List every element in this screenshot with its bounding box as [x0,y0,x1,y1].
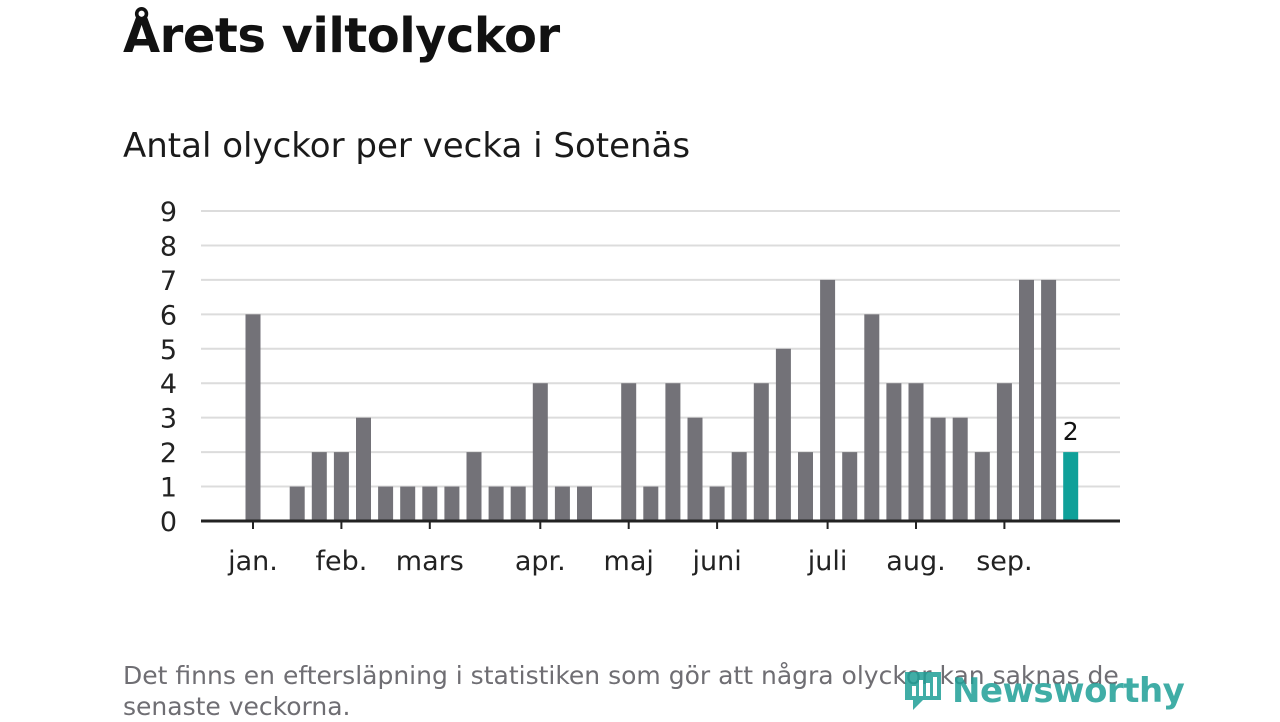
bar [753,383,769,521]
x-tick-label: aug. [886,546,945,577]
x-tick-label: apr. [515,546,566,577]
bar [422,486,438,521]
bar [665,383,681,521]
bar [820,279,836,521]
chart-title: Årets viltolyckor [123,8,560,64]
x-tick-label: juni [691,546,741,577]
y-tick-label: 1 [160,473,177,504]
y-tick-label: 5 [160,335,177,366]
bar [864,314,880,521]
bar [908,383,924,521]
highlight-data-label: 2 [1063,417,1079,446]
bar [952,417,968,521]
bar [1041,279,1057,521]
bar [996,383,1012,521]
bar [886,383,902,521]
bar [687,417,703,521]
y-tick-label: 9 [160,197,177,228]
bar [930,417,946,521]
bar-highlight [1063,452,1079,521]
bar [842,452,858,521]
bar [311,452,327,521]
bar [333,452,349,521]
bar [974,452,990,521]
bar [577,486,592,521]
chart-subtitle: Antal olyckor per vecka i Sotenäs [123,126,691,166]
x-tick-label: juli [807,546,848,577]
bar [532,383,548,521]
x-tick-label: feb. [315,546,367,577]
bar [643,486,659,521]
brand-logo: Newsworthy [902,668,1185,714]
bar [775,348,791,521]
x-tick-label: maj [604,546,654,577]
bar [621,383,637,521]
y-tick-label: 6 [160,300,177,331]
x-tick-label: mars [396,546,464,577]
newsworthy-logo-icon [905,672,941,710]
bar [356,417,371,521]
bar [510,486,526,521]
bar [709,486,725,521]
x-tick-label: sep. [976,546,1032,577]
bar [444,486,460,521]
y-tick-label: 7 [160,266,177,297]
brand-name: Newsworthy [952,671,1185,711]
bar [400,486,416,521]
bar [554,486,570,521]
bar [466,452,482,521]
y-tick-label: 4 [160,369,177,400]
bar [488,486,504,521]
bar [289,486,305,521]
footnote: Det finns en eftersläpning i statistiken… [123,661,1119,721]
bar [378,486,394,521]
y-tick-label: 8 [160,231,177,262]
bar [1019,279,1034,521]
bar [731,452,747,521]
bar [798,452,813,521]
y-tick-label: 0 [160,507,177,538]
y-tick-label: 2 [160,438,177,469]
bar [245,314,261,521]
y-tick-label: 3 [160,404,177,435]
x-tick-label: jan. [227,546,278,577]
